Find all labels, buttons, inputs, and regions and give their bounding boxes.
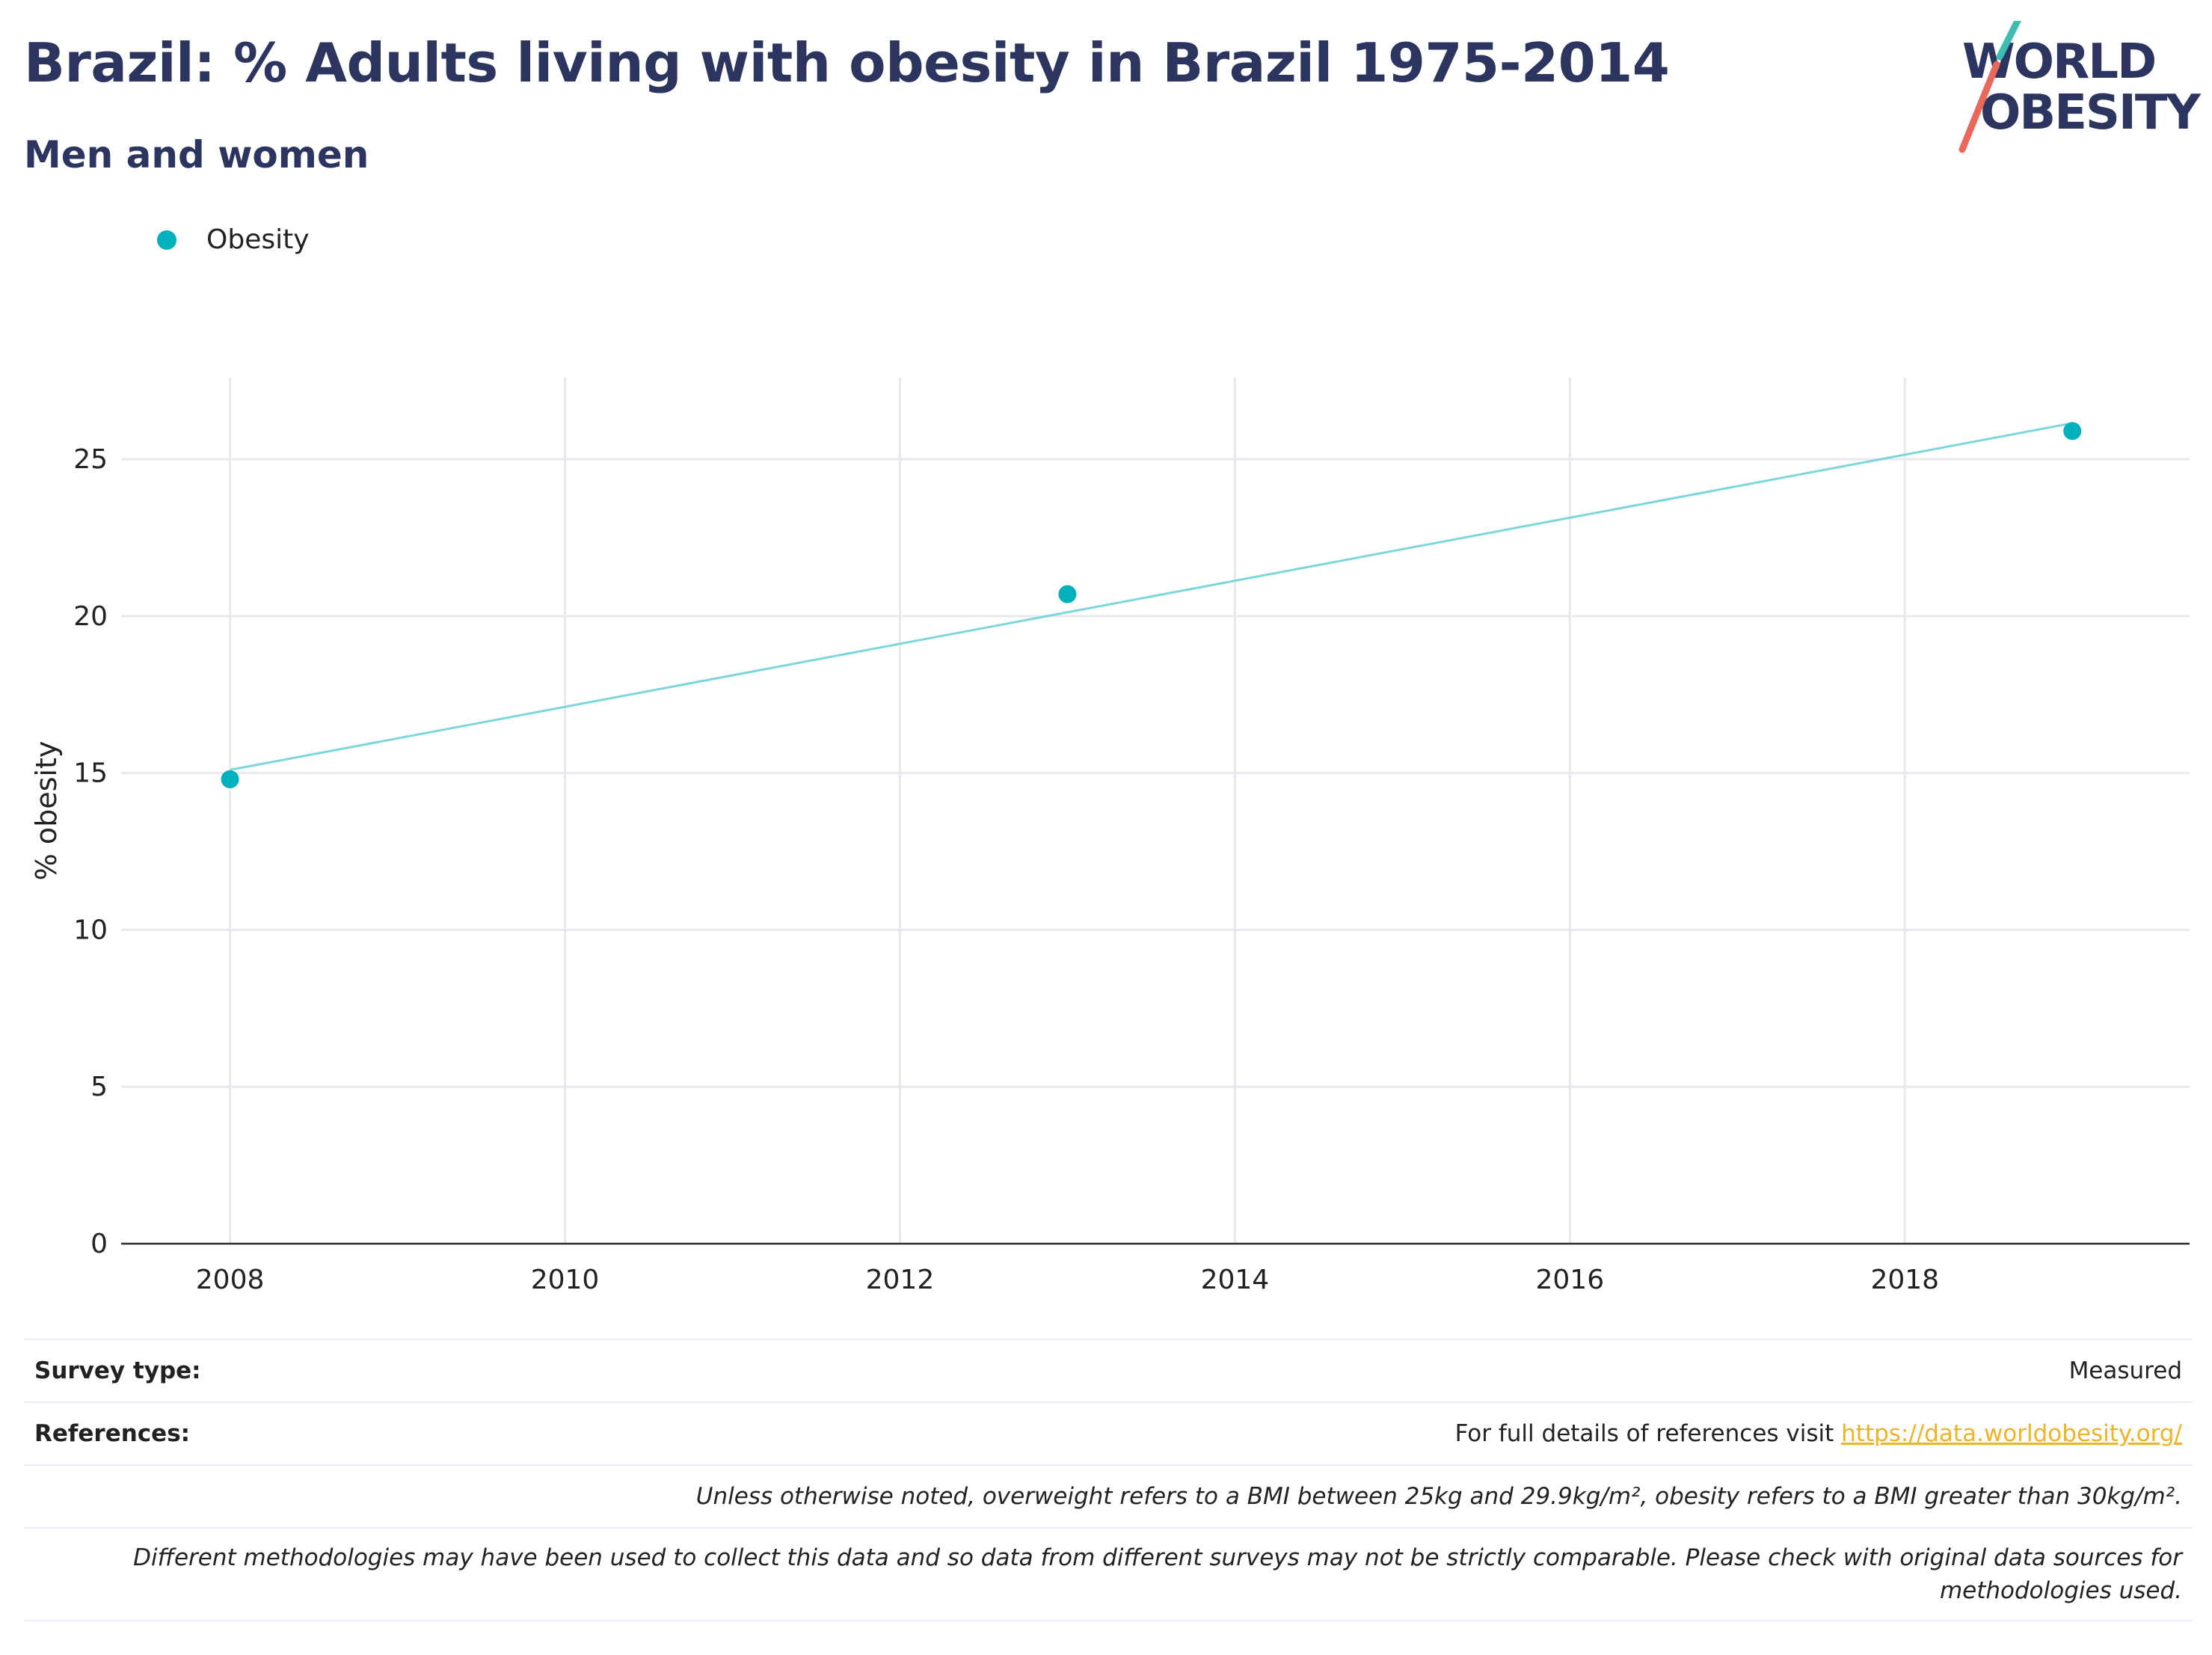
references-label: References:	[34, 1420, 191, 1447]
y-tick-label: 25	[73, 444, 108, 475]
y-tick-label: 20	[73, 601, 108, 632]
logo-word-obesity: OBESITY	[1980, 85, 2201, 141]
x-tick-label: 2016	[1536, 1265, 1605, 1295]
chart-title: Brazil: % Adults living with obesity in …	[24, 31, 1670, 94]
data-point-obesity	[2063, 422, 2082, 440]
references-text: For full details of references visit	[1454, 1420, 1842, 1447]
trend-line	[230, 422, 2073, 771]
x-tick-label: 2018	[1870, 1265, 1939, 1295]
references-link[interactable]: https://data.worldobesity.org/	[1841, 1420, 2182, 1447]
y-tick-label: 10	[73, 915, 108, 945]
y-tick-label: 5	[90, 1072, 108, 1102]
survey-type-row: Survey type: Measured	[24, 1339, 2193, 1401]
y-tick-label: 15	[73, 758, 108, 789]
y-tick-label: 0	[90, 1229, 108, 1259]
survey-type-value: Measured	[2068, 1357, 2182, 1384]
x-tick-label: 2014	[1201, 1265, 1270, 1295]
data-point-obesity	[1058, 585, 1077, 604]
x-tick-label: 2012	[866, 1265, 935, 1295]
legend-marker-obesity	[157, 230, 176, 250]
logo-slash-icon	[1958, 21, 2021, 153]
bmi-note-row: Unless otherwise noted, overweight refer…	[24, 1464, 2193, 1527]
methodology-note-row: Different methodologies may have been us…	[24, 1527, 2193, 1621]
data-point-obesity	[221, 770, 239, 789]
methodology-note: Different methodologies may have been us…	[133, 1544, 2182, 1604]
chart-legend: Obesity	[157, 224, 310, 255]
references-row: References: For full details of referenc…	[24, 1401, 2193, 1464]
world-obesity-logo: WORLD OBESITY	[1953, 21, 2201, 156]
chart-footer: Survey type: Measured References: For fu…	[24, 1339, 2193, 1621]
legend-label-obesity: Obesity	[206, 224, 310, 255]
references-value: For full details of references visit htt…	[1455, 1420, 2182, 1447]
x-tick-label: 2008	[196, 1265, 265, 1295]
y-axis-title: % obesity	[30, 741, 63, 881]
x-tick-label: 2010	[531, 1265, 600, 1295]
chart-subtitle: Men and women	[24, 133, 369, 176]
survey-type-label: Survey type:	[34, 1357, 201, 1384]
obesity-chart: 0 5 10 15 20 25 2008 2010 2012 2014 2016 2018 % obes…	[30, 378, 2190, 1295]
bmi-note: Unless otherwise noted, overweight refer…	[695, 1483, 2182, 1510]
